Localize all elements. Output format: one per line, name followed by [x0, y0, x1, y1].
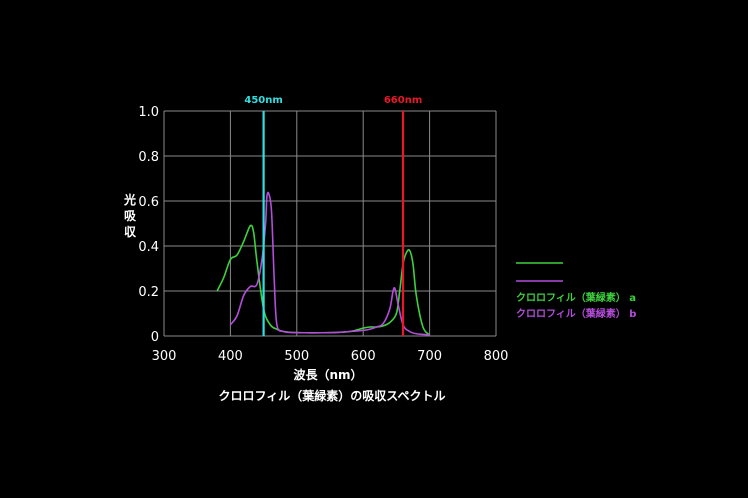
y-tick-label: 0	[151, 330, 159, 345]
legend-label-b: クロロフィル（葉緑素） b	[516, 307, 636, 320]
y-tick-label: 0.2	[138, 285, 159, 300]
chart-title: クロロフィル（葉緑素）の吸収スペクトル	[219, 388, 446, 403]
legend-label-a: クロロフィル（葉緑素） a	[516, 291, 636, 304]
x-axis-label: 波長（nm）	[293, 367, 362, 382]
marker-label-450: 450nm	[244, 95, 282, 106]
y-tick-label: 0.4	[138, 240, 159, 255]
marker-label-660: 660nm	[384, 95, 422, 106]
y-tick-labels: 0 0.2 0.4 0.6 0.8 1.0	[138, 105, 159, 345]
x-tick-label: 800	[484, 349, 509, 364]
grid	[163, 110, 497, 337]
y-axis-label: 光吸収	[123, 192, 137, 239]
x-tick-label: 300	[152, 349, 177, 364]
y-tick-label: 0.6	[138, 195, 159, 210]
series-line-b	[229, 191, 430, 336]
x-tick-label: 700	[417, 349, 442, 364]
x-tick-label: 400	[218, 349, 243, 364]
y-tick-label: 1.0	[138, 105, 159, 120]
series-lines	[216, 191, 431, 336]
x-tick-labels: 300 400 500 600 700 800	[152, 349, 509, 364]
x-tick-label: 600	[351, 349, 376, 364]
y-tick-label: 0.8	[138, 150, 159, 165]
x-tick-label: 500	[284, 349, 309, 364]
wavelength-markers: 450nm 660nm	[244, 95, 422, 336]
legend: クロロフィル（葉緑素） a クロロフィル（葉緑素） b	[516, 262, 636, 320]
series-line-a	[216, 224, 431, 336]
